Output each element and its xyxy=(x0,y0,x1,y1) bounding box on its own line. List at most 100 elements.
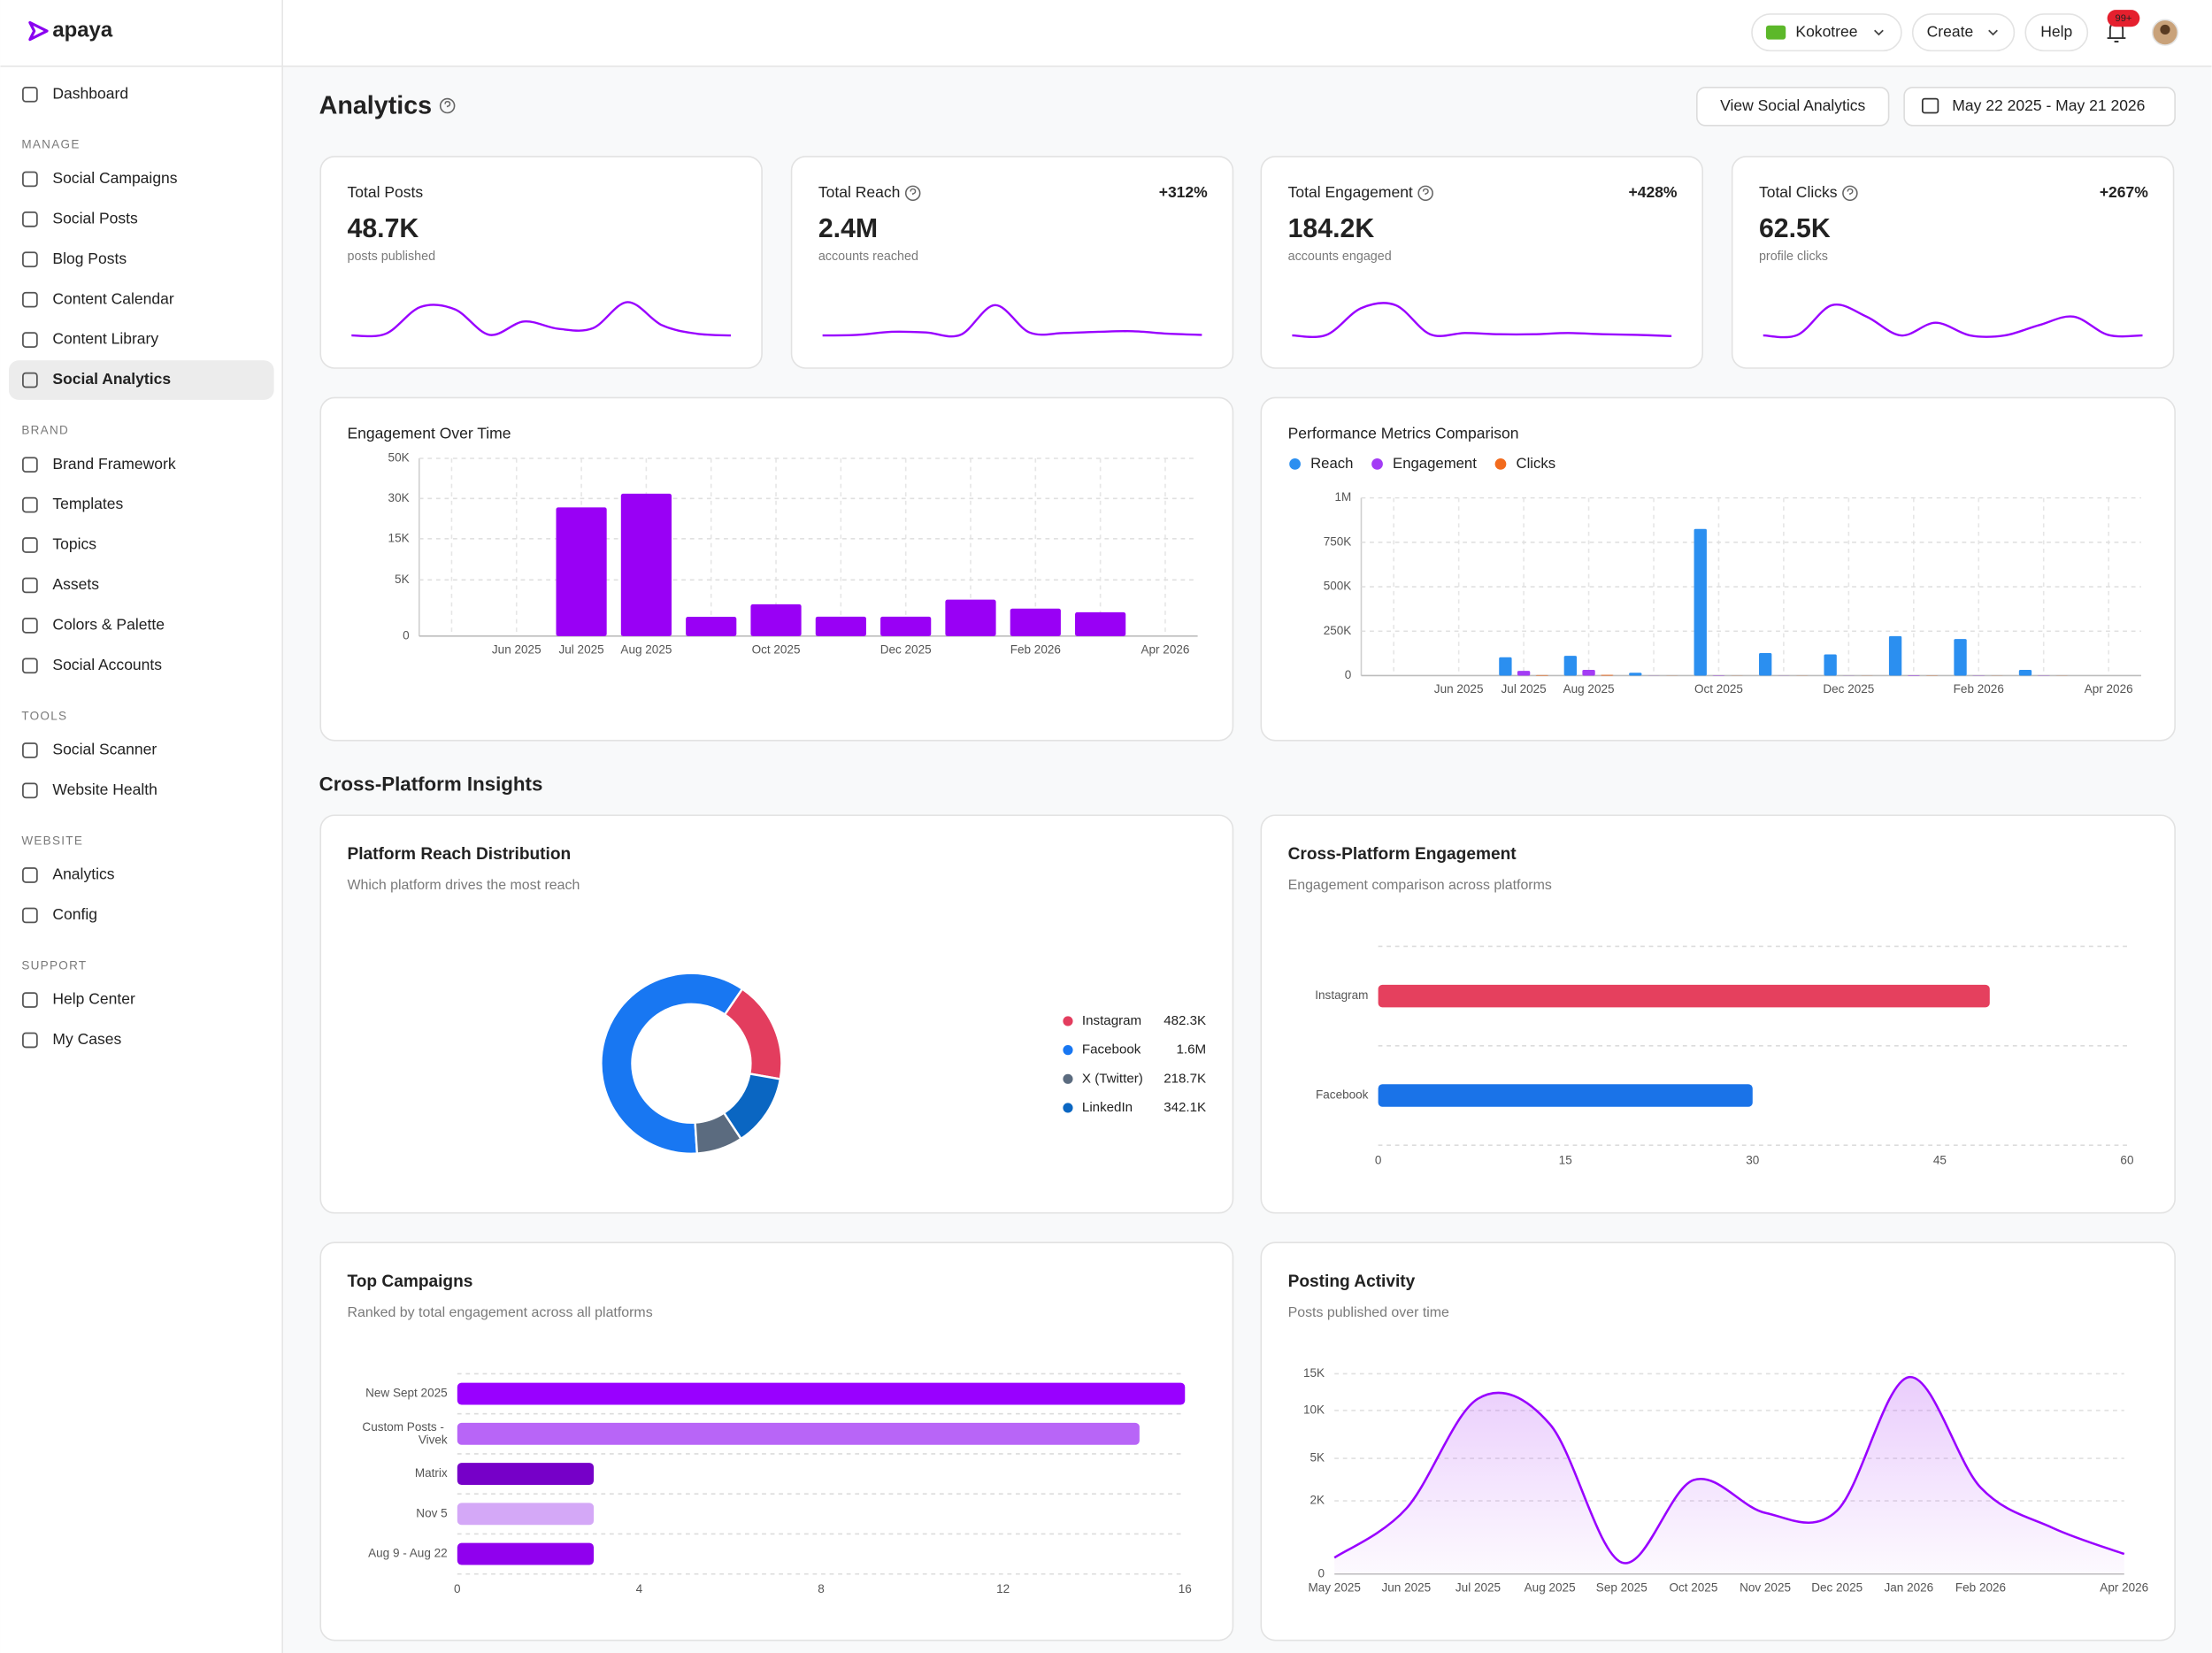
notification-count: 99+ xyxy=(2116,13,2132,24)
help-icon-mark xyxy=(1422,188,1429,195)
chevron xyxy=(1874,29,1884,36)
nav-item[interactable]: Config xyxy=(52,905,97,923)
x-tick-label: Aug 2025 xyxy=(1525,1580,1576,1594)
chart-subtitle: Which platform drives the most reach xyxy=(348,878,580,893)
chart-title: Performance Metrics Comparison xyxy=(1288,425,1519,442)
y-tick-label: 2K xyxy=(1310,1494,1325,1507)
nav-item[interactable]: Brand Framework xyxy=(52,455,175,473)
bar xyxy=(556,507,607,636)
nav-item[interactable]: Social Analytics xyxy=(52,370,171,388)
view-social-analytics-button[interactable] xyxy=(1696,87,1890,127)
view-social-analytics-label[interactable]: View Social Analytics xyxy=(1720,96,1865,114)
x-tick-label: Dec 2025 xyxy=(1823,682,1874,696)
bar xyxy=(457,1382,1186,1405)
x-tick-label: 0 xyxy=(454,1582,461,1595)
bar xyxy=(2018,670,2032,676)
nav-active-background xyxy=(8,360,274,400)
bar xyxy=(457,1463,595,1486)
nav-item[interactable]: Colors & Palette xyxy=(52,616,165,634)
nav-item[interactable]: Social Posts xyxy=(52,209,138,227)
help-label[interactable]: Help xyxy=(2040,22,2072,40)
nav-item[interactable]: Social Accounts xyxy=(52,656,162,673)
sparkline xyxy=(822,304,1202,338)
nav-icon xyxy=(22,291,38,308)
workspace-name[interactable]: Kokotree xyxy=(1795,22,1857,40)
label-line: Vivek xyxy=(419,1433,448,1446)
nav-item[interactable]: Help Center xyxy=(52,990,135,1008)
page-title: Analytics xyxy=(319,92,432,120)
create-button[interactable] xyxy=(1911,13,2016,52)
legend-swatch xyxy=(1494,458,1507,470)
chevron xyxy=(1988,29,1998,36)
help-icon xyxy=(1842,185,1858,202)
nav-item[interactable]: Dashboard xyxy=(52,84,128,102)
bar xyxy=(750,604,802,636)
legend-value: 218.7K xyxy=(1164,1071,1206,1086)
date-range-button[interactable] xyxy=(1903,87,2176,127)
line xyxy=(1333,1375,2125,1565)
nav-item[interactable]: Analytics xyxy=(52,865,114,883)
nav-item[interactable]: Blog Posts xyxy=(52,250,127,267)
legend-label: Instagram xyxy=(1082,1013,1141,1028)
nav-icon xyxy=(22,332,38,348)
create-label[interactable]: Create xyxy=(1927,22,1974,40)
y-tick-label: 5K xyxy=(395,573,410,586)
x-tick-label: 30 xyxy=(1746,1153,1759,1166)
help-icon-mark xyxy=(910,188,917,195)
x-tick-label: Jul 2025 xyxy=(1455,1580,1501,1594)
kpi-caption: profile clicks xyxy=(1759,250,1828,264)
nav-item[interactable]: Social Scanner xyxy=(52,741,157,758)
x-tick-label: 0 xyxy=(1375,1153,1382,1166)
bar xyxy=(945,599,996,636)
kpi-change: +312% xyxy=(1159,183,1208,201)
nav-section-label: TOOLS xyxy=(21,709,67,722)
nav-icon xyxy=(22,907,38,924)
x-tick-label: 12 xyxy=(996,1582,1010,1595)
legend-label: Engagement xyxy=(1393,455,1477,472)
y-tick-label: New Sept 2025 xyxy=(365,1387,448,1400)
card xyxy=(319,814,1234,1214)
x-tick-label: Feb 2026 xyxy=(1010,642,1061,656)
x-tick-label: Aug 2025 xyxy=(1563,682,1615,696)
section-title: Cross-Platform Insights xyxy=(319,773,543,796)
help-icon xyxy=(904,185,921,202)
donut-segment xyxy=(600,972,744,1155)
x-tick-label: 60 xyxy=(2120,1153,2133,1166)
y-tick-label: Nov 5 xyxy=(416,1506,447,1519)
y-tick-label: Custom Posts - Vivek xyxy=(362,1420,447,1446)
bar xyxy=(1888,635,1902,676)
nav-item[interactable]: Templates xyxy=(52,495,123,512)
nav-item[interactable]: Content Calendar xyxy=(52,289,173,307)
x-tick-label: Jan 2026 xyxy=(1884,1580,1933,1594)
x-tick-label: Nov 2025 xyxy=(1740,1580,1791,1594)
nav-item[interactable]: Content Library xyxy=(52,330,158,348)
x-tick-label: Jul 2025 xyxy=(558,642,603,656)
nav-item[interactable]: Assets xyxy=(52,575,99,593)
nav-item[interactable]: Social Campaigns xyxy=(52,169,177,187)
y-tick-label: Aug 9 - Aug 22 xyxy=(368,1547,448,1560)
date-range[interactable]: May 22 2025 - May 21 2026 xyxy=(1952,96,2145,114)
sparkline xyxy=(351,301,732,338)
nav-icon xyxy=(22,782,38,799)
kpi-title: Total Engagement xyxy=(1288,183,1413,201)
x-tick-label: Sep 2025 xyxy=(1596,1580,1647,1594)
y-tick-label: 30K xyxy=(388,491,410,504)
nav-item[interactable]: Topics xyxy=(52,535,96,553)
y-tick-label: 5K xyxy=(1310,1451,1325,1465)
workspace-selector[interactable] xyxy=(1751,13,1902,52)
x-tick-label: Jul 2025 xyxy=(1502,682,1547,696)
legend-value: 1.6M xyxy=(1177,1042,1207,1057)
help-button[interactable] xyxy=(2024,13,2089,52)
x-tick-label: Aug 2025 xyxy=(620,642,672,656)
kpi-value: 48.7K xyxy=(348,214,419,243)
avatar-face xyxy=(2160,24,2170,35)
bar xyxy=(1601,674,1614,676)
nav-item[interactable]: Website Health xyxy=(52,780,157,798)
nav-item[interactable]: My Cases xyxy=(52,1030,121,1048)
logo[interactable]: apaya xyxy=(52,18,112,42)
nav-icon xyxy=(22,992,38,1008)
nav-icon xyxy=(22,577,38,594)
y-tick-label: 15K xyxy=(388,531,410,544)
bar xyxy=(1075,611,1126,636)
